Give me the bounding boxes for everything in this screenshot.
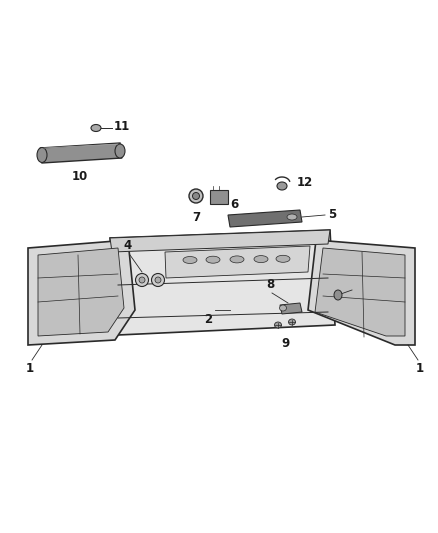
- Text: 7: 7: [192, 211, 200, 224]
- Ellipse shape: [287, 214, 297, 220]
- Text: 4: 4: [124, 239, 132, 252]
- Polygon shape: [28, 240, 135, 345]
- Ellipse shape: [155, 277, 161, 283]
- Ellipse shape: [276, 255, 290, 262]
- Ellipse shape: [279, 305, 286, 311]
- Ellipse shape: [275, 322, 282, 328]
- Ellipse shape: [254, 256, 268, 263]
- Text: 6: 6: [230, 198, 238, 211]
- Ellipse shape: [230, 256, 244, 263]
- Text: 1: 1: [416, 362, 424, 375]
- Text: 5: 5: [328, 208, 336, 222]
- Polygon shape: [308, 240, 415, 345]
- Ellipse shape: [334, 290, 342, 300]
- Text: 9: 9: [281, 337, 289, 350]
- Ellipse shape: [206, 256, 220, 263]
- Ellipse shape: [189, 189, 203, 203]
- Ellipse shape: [152, 273, 165, 287]
- Ellipse shape: [192, 192, 199, 199]
- Ellipse shape: [91, 125, 101, 132]
- Ellipse shape: [139, 277, 145, 283]
- Polygon shape: [110, 230, 335, 335]
- Text: 3: 3: [354, 282, 362, 295]
- Polygon shape: [110, 230, 330, 252]
- Bar: [210, 190, 228, 204]
- Polygon shape: [228, 210, 302, 227]
- Text: 11: 11: [114, 120, 130, 133]
- Text: 12: 12: [297, 175, 313, 189]
- Polygon shape: [280, 303, 302, 314]
- Ellipse shape: [289, 319, 296, 325]
- Text: 2: 2: [204, 313, 212, 326]
- Text: 10: 10: [72, 170, 88, 183]
- Text: 1: 1: [26, 362, 34, 375]
- Polygon shape: [38, 248, 124, 336]
- Ellipse shape: [37, 148, 47, 163]
- Ellipse shape: [277, 182, 287, 190]
- Ellipse shape: [183, 256, 197, 263]
- Ellipse shape: [135, 273, 148, 287]
- Ellipse shape: [115, 144, 125, 158]
- Polygon shape: [165, 246, 310, 278]
- Polygon shape: [40, 143, 122, 163]
- Polygon shape: [315, 248, 405, 336]
- Text: 8: 8: [266, 278, 274, 291]
